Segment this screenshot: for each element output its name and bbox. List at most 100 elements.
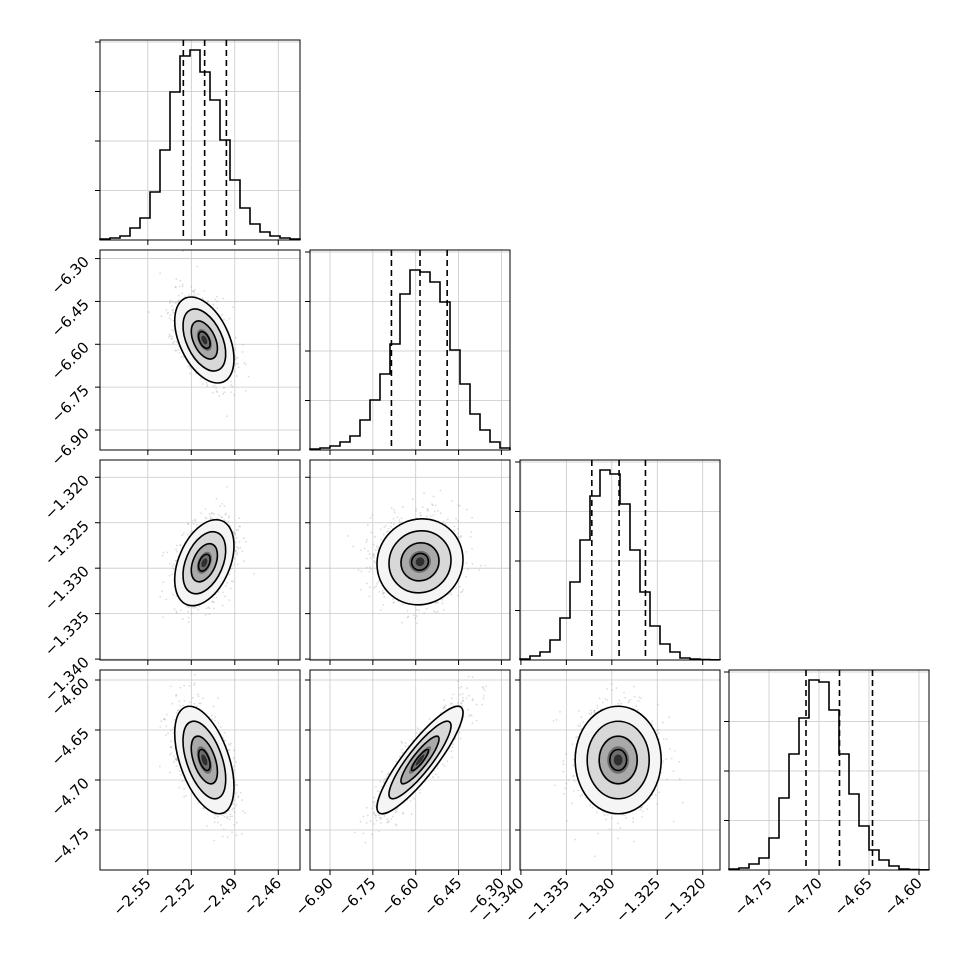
- sample-point: [464, 575, 467, 578]
- sample-point: [174, 349, 177, 352]
- sample-point: [368, 595, 371, 598]
- sample-point: [172, 311, 175, 314]
- sample-point: [459, 591, 462, 594]
- sample-point: [172, 329, 175, 332]
- sample-point: [367, 550, 369, 552]
- sample-point: [393, 511, 396, 514]
- sample-point: [168, 300, 171, 303]
- sample-point: [365, 566, 368, 569]
- sample-point: [198, 605, 201, 608]
- sample-point: [211, 511, 214, 514]
- sample-point: [205, 607, 208, 610]
- sample-point: [224, 584, 227, 587]
- sample-point: [241, 550, 244, 553]
- sample-point: [425, 515, 428, 518]
- sample-point: [187, 610, 190, 613]
- density-panel-0-1: [99, 249, 301, 451]
- sample-point: [382, 591, 384, 594]
- sample-point: [426, 508, 429, 511]
- sample-point: [227, 516, 230, 519]
- sample-point: [379, 609, 382, 611]
- sample-point: [192, 522, 195, 525]
- sample-point: [173, 608, 176, 611]
- sample-point: [418, 609, 421, 612]
- sample-point: [211, 391, 214, 394]
- sample-point: [434, 611, 437, 614]
- sample-point: [206, 385, 208, 388]
- sample-point: [484, 564, 487, 567]
- sample-point: [360, 549, 363, 552]
- sample-point: [480, 565, 482, 567]
- sample-point: [211, 517, 214, 520]
- sample-point: [174, 285, 177, 288]
- sample-point: [175, 302, 177, 305]
- sample-point: [171, 342, 174, 344]
- sample-point: [229, 587, 232, 590]
- histogram-line: [99, 49, 301, 240]
- sample-point: [392, 523, 395, 525]
- sample-point: [176, 544, 178, 547]
- sample-point: [171, 335, 174, 338]
- sample-point: [376, 545, 378, 548]
- sample-point: [233, 370, 236, 373]
- sample-point: [221, 604, 224, 607]
- sample-point: [228, 515, 230, 517]
- sample-point: [233, 811, 236, 813]
- sample-point: [346, 535, 349, 537]
- histogram-panel-1: [305, 249, 511, 451]
- sample-point: [415, 609, 418, 611]
- sample-point: [383, 526, 386, 529]
- sample-point: [217, 513, 220, 516]
- sample-point: [160, 315, 163, 318]
- sample-point: [231, 815, 233, 818]
- sample-point: [161, 554, 164, 557]
- sample-point: [178, 294, 180, 297]
- sample-point: [188, 293, 190, 296]
- sample-point: [413, 614, 415, 617]
- density-level: [201, 335, 208, 345]
- sample-point: [207, 606, 210, 609]
- sample-point: [369, 516, 372, 519]
- sample-point: [455, 517, 457, 520]
- sample-point: [174, 559, 177, 562]
- sample-point: [237, 528, 240, 531]
- sample-point: [208, 607, 211, 610]
- sample-point: [176, 300, 179, 303]
- sample-point: [179, 686, 182, 689]
- sample-point: [224, 513, 227, 516]
- sample-point: [181, 285, 184, 288]
- sample-point: [204, 613, 207, 616]
- sample-point: [235, 529, 238, 532]
- panel-frame: [99, 39, 301, 241]
- sample-point: [172, 593, 175, 596]
- sample-point: [191, 697, 194, 699]
- sample-point: [363, 547, 366, 550]
- sample-point: [241, 351, 244, 353]
- sample-point: [227, 521, 230, 523]
- sample-point: [373, 560, 376, 562]
- sample-point: [446, 518, 449, 521]
- sample-point: [234, 364, 236, 367]
- sample-point: [433, 510, 436, 513]
- sample-point: [172, 301, 174, 304]
- sample-point: [223, 505, 226, 507]
- sample-point: [234, 533, 237, 536]
- sample-point: [197, 293, 200, 296]
- sample-point: [366, 524, 369, 526]
- sample-point: [179, 544, 182, 547]
- sample-point: [221, 835, 224, 838]
- panel-frame: [309, 249, 511, 451]
- sample-point: [223, 391, 226, 394]
- contour-line: [190, 542, 219, 583]
- sample-point: [226, 485, 228, 488]
- panel-frame: [99, 459, 301, 661]
- sample-point: [453, 525, 456, 528]
- sample-point: [226, 415, 229, 418]
- sample-point: [253, 572, 256, 575]
- sample-point: [193, 293, 196, 295]
- sample-point: [169, 299, 172, 302]
- sample-point: [179, 279, 182, 282]
- sample-point: [223, 519, 226, 522]
- sample-point: [381, 590, 384, 592]
- sample-point: [194, 520, 197, 523]
